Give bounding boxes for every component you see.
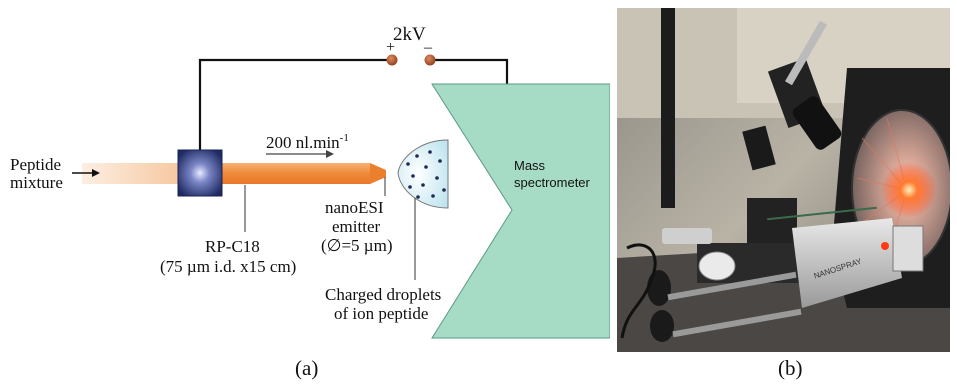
charged-droplets bbox=[406, 150, 446, 199]
droplets-label-line2: of ion peptide bbox=[334, 304, 428, 323]
inlet-label-line2: mixture bbox=[10, 173, 63, 192]
inlet-arrow-head bbox=[92, 169, 100, 177]
spray-plume bbox=[397, 139, 449, 209]
knob-lower bbox=[650, 310, 674, 342]
ms-label-line2: spectrometer bbox=[514, 175, 591, 190]
emitter-label-line3: (∅=5 µm) bbox=[321, 236, 393, 255]
pump-block bbox=[177, 149, 223, 197]
laser-glow bbox=[881, 162, 937, 218]
rp-c18-column bbox=[222, 163, 370, 184]
small-camera bbox=[742, 125, 776, 171]
plus-sign: + bbox=[386, 39, 395, 56]
column-label-line1: RP-C18 bbox=[205, 237, 260, 256]
nanospray-plate bbox=[792, 218, 902, 308]
black-post bbox=[661, 8, 675, 208]
caption-b: (b) bbox=[778, 356, 803, 380]
wire-positive bbox=[198, 58, 390, 150]
stage-block bbox=[747, 198, 797, 246]
knob-lower-left bbox=[647, 270, 671, 306]
negative-electrode bbox=[424, 54, 436, 66]
positive-electrode bbox=[386, 54, 398, 66]
knob-micrometer bbox=[662, 228, 712, 244]
clamp-bar bbox=[785, 20, 827, 86]
instrument-photo: NANOSPRAY bbox=[617, 8, 950, 352]
guide-rod-upper bbox=[667, 271, 797, 301]
camera-lens bbox=[792, 96, 842, 150]
schematic-panel: + – 2kV Mass spectrometer 200 nl.min-1 P… bbox=[10, 24, 611, 339]
emitter-label-line2: emitter bbox=[332, 217, 380, 236]
nanoesi-schematic: + – 2kV Mass spectrometer 200 nl.min-1 P… bbox=[10, 24, 611, 339]
flow-arrow-head bbox=[326, 150, 334, 158]
nanospray-source-illustration: NANOSPRAY bbox=[617, 8, 950, 352]
flow-rate-label: 200 nl.min-1 bbox=[266, 132, 349, 152]
mass-spectrometer bbox=[431, 83, 611, 339]
caption-a: (a) bbox=[295, 356, 319, 380]
emitter-label-line1: nanoESI bbox=[325, 198, 384, 217]
nanoesi-emitter-tip bbox=[370, 163, 386, 184]
knob-upper bbox=[698, 251, 736, 281]
cable bbox=[620, 243, 657, 339]
tip-clamp bbox=[892, 225, 924, 272]
droplets-label-line1: Charged droplets bbox=[325, 285, 441, 304]
emitter-line bbox=[767, 206, 877, 221]
ms-label-line1: Mass bbox=[514, 158, 546, 173]
inlet-label-line1: Peptide bbox=[10, 155, 61, 174]
column-label-line2: (75 µm i.d. x15 cm) bbox=[160, 257, 296, 276]
guide-rod-lower bbox=[672, 308, 802, 338]
voltage-label: 2kV bbox=[393, 24, 426, 45]
minus-sign: – bbox=[423, 39, 433, 56]
red-indicator bbox=[881, 242, 889, 250]
inlet-tube bbox=[82, 163, 182, 184]
